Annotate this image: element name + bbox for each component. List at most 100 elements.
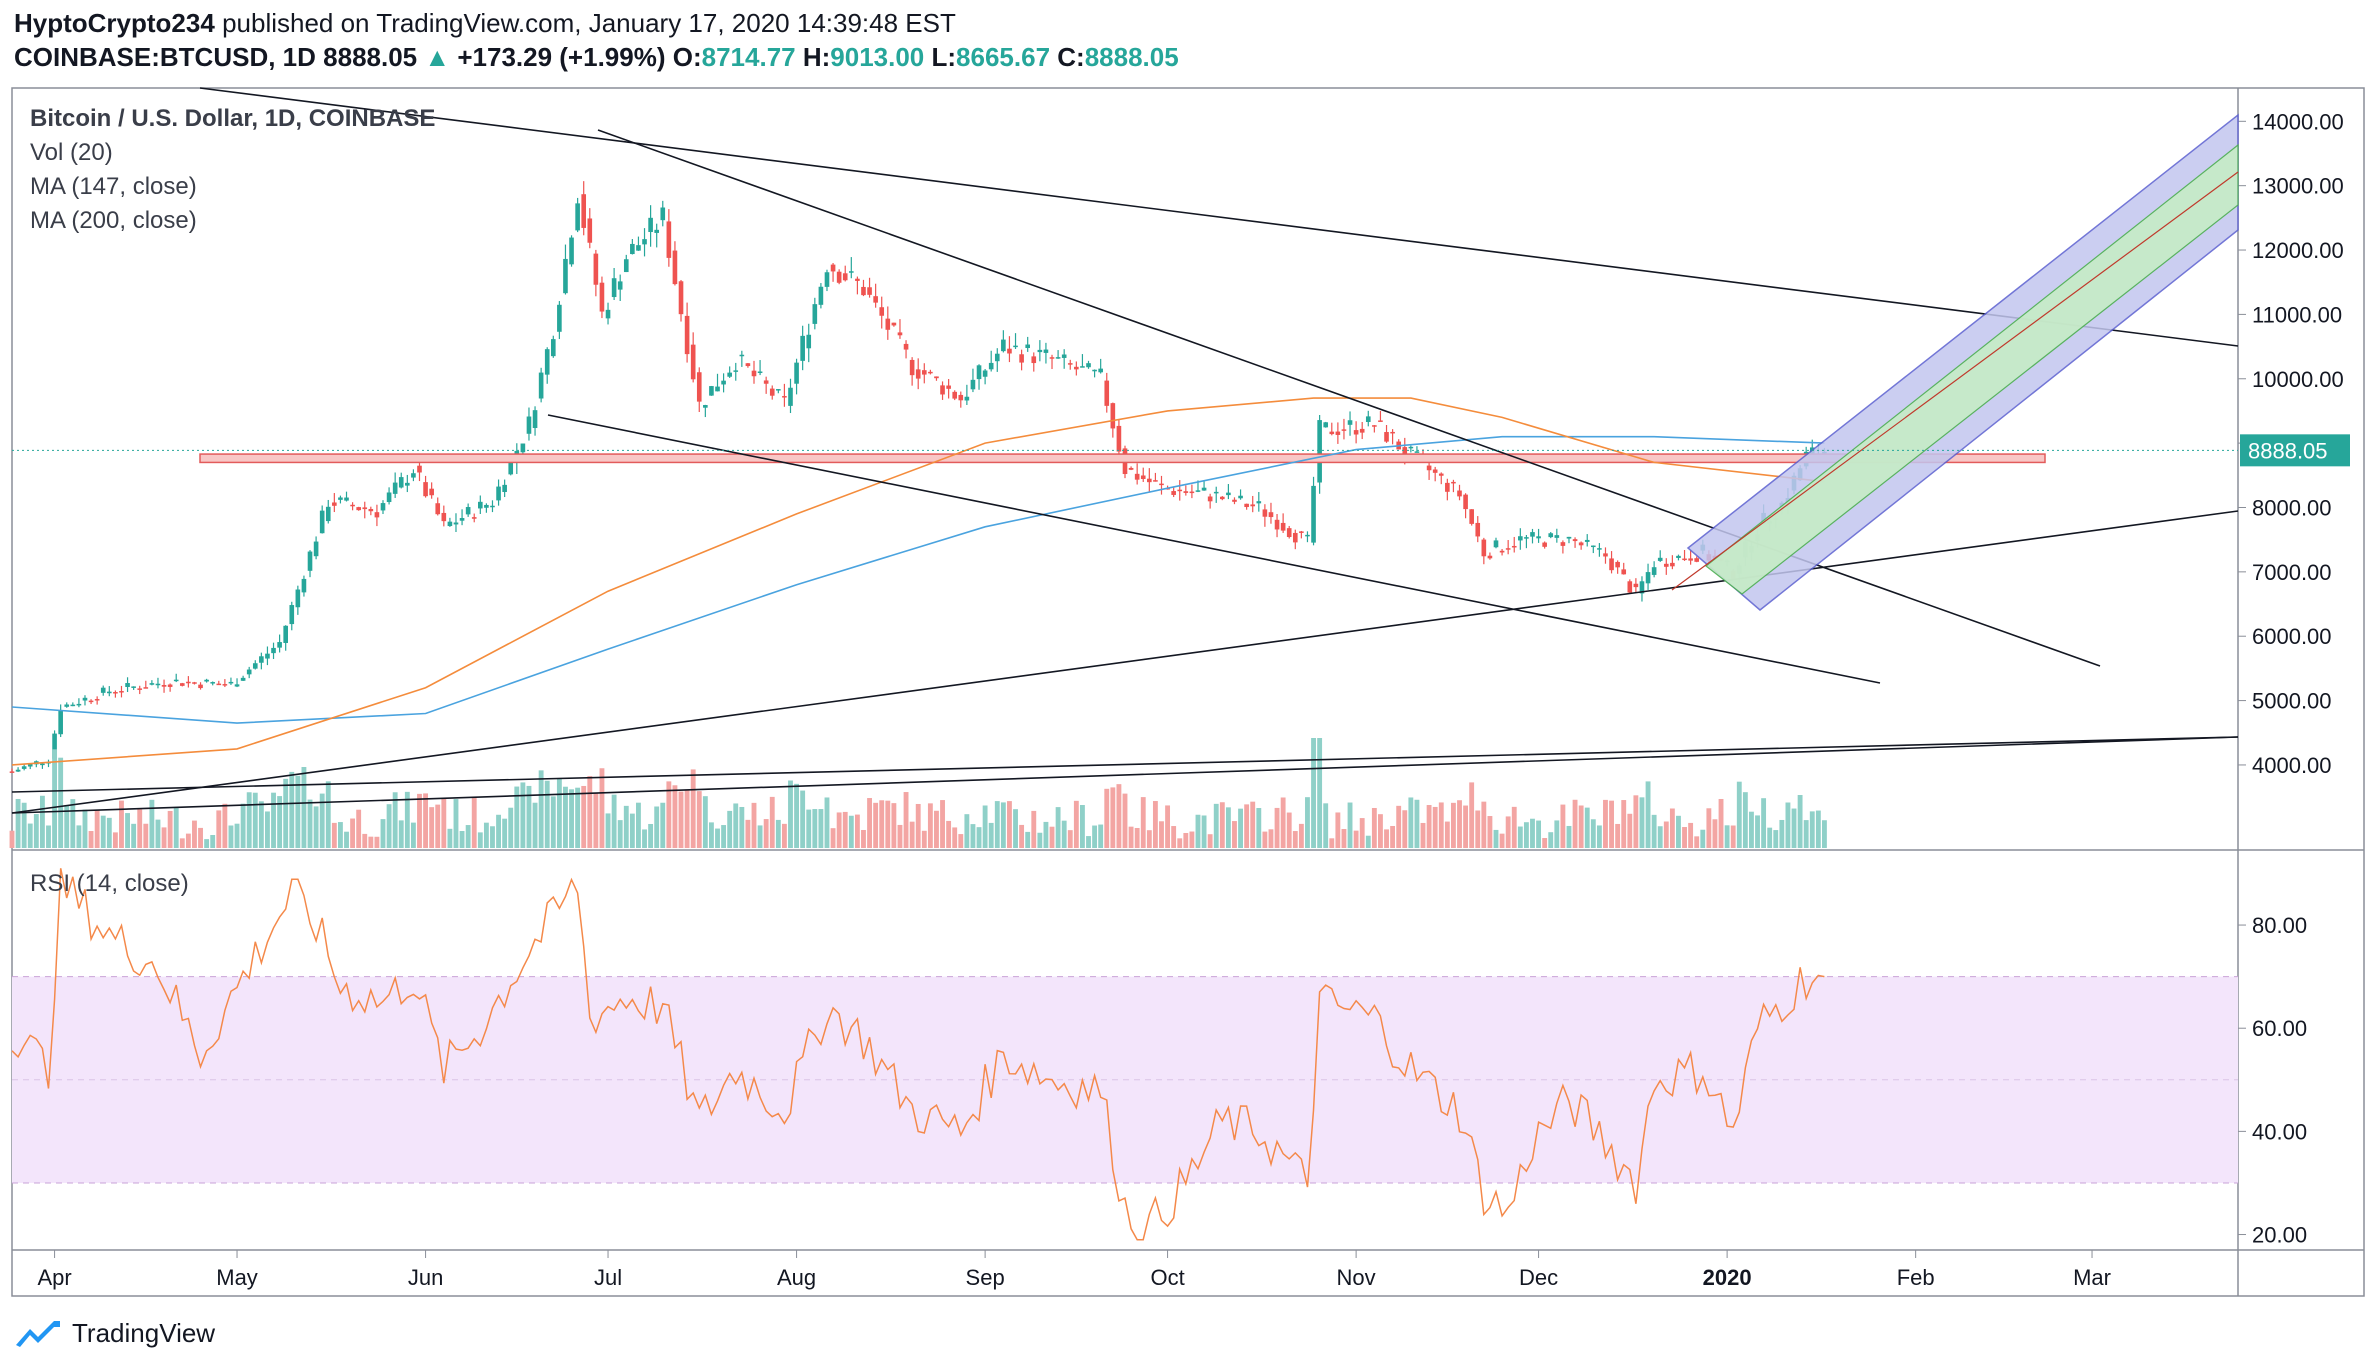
volume-bar [629, 813, 635, 848]
candle-body [678, 281, 684, 315]
candle-body [1213, 491, 1219, 494]
candle-body [1049, 357, 1055, 359]
candle-body [1286, 528, 1292, 538]
candle-body [1694, 558, 1700, 562]
volume-bar [1305, 797, 1310, 848]
candle-body [1469, 509, 1474, 524]
candle-body [763, 380, 769, 384]
candle-body [100, 687, 106, 693]
candle-body [1299, 531, 1304, 533]
volume-bar [1067, 830, 1073, 848]
candle-body [234, 684, 240, 687]
low-label: L: [931, 42, 957, 72]
trendline [11, 736, 2239, 793]
volume-bar [1548, 832, 1554, 848]
volume-bar [404, 791, 410, 848]
volume-bar [1481, 801, 1487, 848]
volume-bar [763, 819, 769, 848]
candle-body [216, 683, 222, 686]
volume-bar [660, 802, 666, 848]
volume-bar [106, 817, 112, 848]
volume-bar [131, 823, 137, 848]
volume-bar [301, 767, 307, 848]
volume-bar [1152, 801, 1158, 848]
ohlc-line: COINBASE:BTCUSD, 1D 8888.05 ▲ +173.29 (+… [14, 42, 1179, 73]
volume-bar [1785, 802, 1791, 848]
volume-bar [1797, 795, 1803, 848]
candle-body [988, 362, 994, 370]
candle-body [940, 385, 945, 395]
volume-bar [733, 803, 739, 848]
candle-body [1098, 368, 1103, 373]
candle-body [921, 370, 927, 375]
candle-body [1518, 536, 1523, 541]
candle-body [1481, 539, 1487, 557]
candle-body [1001, 339, 1006, 352]
volume-bar [1736, 781, 1742, 848]
candle-body [557, 304, 562, 332]
price-chart[interactable]: 4000.005000.006000.007000.008000.009000.… [0, 0, 2376, 1300]
volume-bar [1134, 827, 1140, 848]
volume-bar [1432, 806, 1438, 848]
volume-bar [453, 799, 459, 848]
footer-brand[interactable]: TradingView [14, 1318, 215, 1349]
volume-bar [1615, 823, 1621, 848]
candle-body [1134, 473, 1140, 480]
candle-body [1067, 363, 1073, 365]
volume-bar [465, 825, 471, 848]
volume-bar [605, 813, 611, 848]
candle-body [1688, 558, 1693, 561]
volume-bar [836, 812, 842, 848]
candle-body [484, 504, 489, 508]
volume-bar [1146, 830, 1152, 848]
candle-body [173, 679, 179, 682]
low-value: 8665.67 [956, 42, 1051, 72]
candle-body [429, 488, 434, 496]
candle-body [1074, 366, 1079, 370]
volume-bar [1000, 802, 1006, 848]
candle-body [739, 354, 745, 357]
volume-bar [788, 780, 793, 848]
volume-bar [1128, 826, 1134, 848]
time-tick-label: Feb [1897, 1265, 1935, 1290]
candle-body [1621, 569, 1627, 575]
volume-bar [1584, 807, 1590, 848]
volume-bar [1025, 831, 1031, 848]
candle-body [1384, 432, 1389, 442]
volume-bar [915, 803, 921, 848]
volume-bar [1444, 821, 1450, 848]
last-price-badge-label: 8888.05 [2248, 438, 2328, 463]
volume-bar [830, 828, 836, 848]
rsi-tick-label: 40.00 [2252, 1119, 2307, 1144]
candle-body [307, 551, 313, 571]
candle-body [350, 504, 355, 507]
volume-bar [715, 828, 720, 848]
volume-bar [167, 810, 173, 848]
candle-body [222, 684, 228, 686]
volume-bar [46, 825, 51, 848]
price-tick-label: 10000.00 [2252, 367, 2344, 392]
volume-legend: Vol (20) [30, 139, 113, 166]
candle-body [1153, 480, 1158, 482]
candle-body [830, 264, 836, 272]
candle-body [1025, 344, 1030, 349]
candle-body [903, 343, 909, 350]
candle-body [703, 405, 708, 408]
volume-bar [1250, 801, 1256, 848]
time-tick-label: Dec [1519, 1265, 1558, 1290]
volume-bar [1323, 803, 1329, 848]
volume-bar [526, 785, 532, 848]
candle-body [1007, 348, 1012, 354]
candle-body [283, 625, 288, 643]
candle-body [1323, 422, 1329, 428]
volume-bar [1116, 784, 1122, 848]
time-tick-label: 2020 [1703, 1265, 1752, 1290]
author-name[interactable]: HyptoCrypto234 [14, 8, 215, 38]
volume-bar [794, 783, 800, 848]
volume-bar [800, 790, 806, 848]
volume-bar [27, 823, 33, 848]
volume-bar [775, 819, 781, 848]
volume-bar [994, 801, 1000, 848]
candle-body [928, 371, 933, 374]
volume-bar [356, 809, 362, 848]
